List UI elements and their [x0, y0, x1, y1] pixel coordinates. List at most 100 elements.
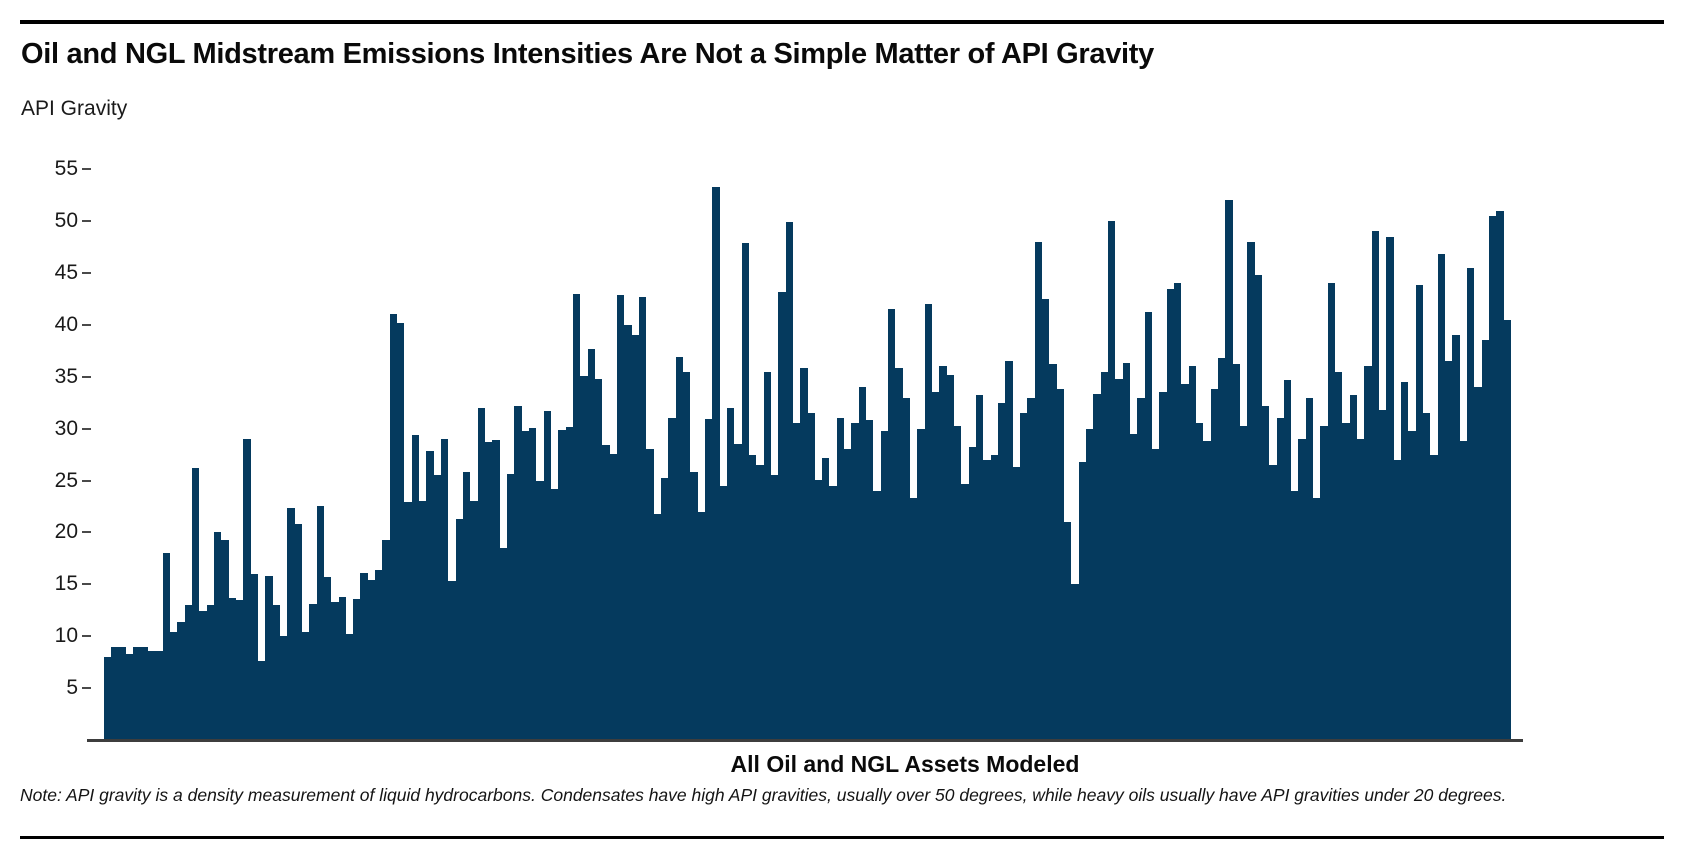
bar [499, 548, 508, 740]
bar [1107, 221, 1116, 740]
bar [1100, 371, 1108, 740]
y-tick-label: 55 [54, 157, 78, 181]
bar [433, 475, 442, 740]
bar [1401, 381, 1409, 740]
bar [1144, 312, 1152, 740]
bar [155, 650, 163, 740]
bar [1423, 413, 1431, 740]
bar [682, 371, 691, 740]
y-axis-title: API Gravity [21, 97, 128, 120]
bar [1283, 379, 1292, 740]
bar [1408, 430, 1416, 740]
bar [382, 539, 390, 740]
bar [631, 335, 639, 740]
bar [734, 444, 742, 740]
bar [902, 397, 911, 740]
bar [199, 611, 207, 740]
bar [719, 485, 727, 740]
bar [404, 502, 412, 740]
bar [389, 314, 398, 740]
bar [345, 634, 354, 740]
bar [514, 405, 522, 740]
bar [1012, 467, 1021, 740]
bar [616, 294, 625, 740]
bar [851, 423, 859, 740]
y-tick-label: 20 [54, 520, 78, 544]
bar [558, 429, 566, 740]
bar [162, 553, 170, 740]
bar [1276, 418, 1284, 740]
bar [206, 605, 214, 740]
bar [1503, 319, 1511, 740]
y-tick-mark [82, 220, 91, 222]
y-tick-label: 25 [54, 468, 78, 492]
bar [778, 291, 786, 740]
bar [646, 449, 654, 740]
bar [587, 348, 595, 740]
x-axis-title: All Oil and NGL Assets Modeled [730, 751, 1080, 777]
bar [1496, 210, 1504, 740]
y-tick-label: 50 [54, 209, 78, 232]
y-tick-label: 45 [54, 260, 78, 284]
bar [1489, 215, 1497, 740]
bar [1210, 389, 1218, 740]
bar [726, 407, 735, 740]
y-tick-label: 15 [54, 572, 78, 596]
bar [492, 440, 500, 740]
bar [331, 601, 339, 740]
bar-series [104, 168, 1512, 740]
bar [814, 479, 823, 740]
bar [1042, 298, 1050, 740]
bar [1056, 389, 1064, 740]
bar [360, 572, 368, 740]
bar [1371, 231, 1380, 740]
bar [1005, 361, 1013, 740]
bar [1327, 283, 1336, 740]
bar [580, 375, 588, 740]
bar [895, 368, 903, 740]
bar [1181, 384, 1189, 740]
bar [221, 539, 229, 740]
bar [1085, 428, 1094, 740]
bar [1481, 340, 1490, 740]
bar [1166, 288, 1174, 740]
bar [147, 650, 156, 740]
bar [638, 296, 647, 740]
bar [1430, 454, 1438, 740]
bar [1195, 423, 1204, 740]
bar [968, 447, 977, 740]
bar [375, 569, 383, 740]
bar [111, 646, 119, 740]
bar [1247, 241, 1255, 740]
y-tick-label: 10 [54, 624, 78, 648]
bar [1093, 394, 1101, 740]
bar [1379, 409, 1387, 740]
top-divider-rule [20, 20, 1664, 24]
bar [184, 605, 192, 740]
y-tick-mark [82, 323, 91, 326]
bar [624, 324, 632, 740]
bar [1232, 364, 1240, 740]
bar [712, 186, 720, 740]
x-axis-line [87, 739, 1523, 742]
bar [697, 511, 705, 740]
bar [529, 427, 537, 740]
bar [1452, 335, 1460, 740]
y-tick-label: 30 [54, 416, 78, 440]
bar [1115, 378, 1123, 740]
bar [1239, 425, 1248, 740]
bar [829, 485, 837, 740]
y-tick-mark [82, 271, 91, 274]
bar [756, 464, 764, 740]
bar [463, 472, 471, 740]
bar [118, 646, 126, 740]
bar [836, 418, 845, 740]
bar [873, 490, 881, 740]
y-tick-mark [82, 168, 91, 171]
bar [191, 468, 200, 740]
bar [961, 483, 969, 740]
bar [1357, 439, 1365, 740]
bar [653, 513, 661, 740]
bar [287, 507, 295, 740]
y-tick-mark [82, 375, 91, 378]
